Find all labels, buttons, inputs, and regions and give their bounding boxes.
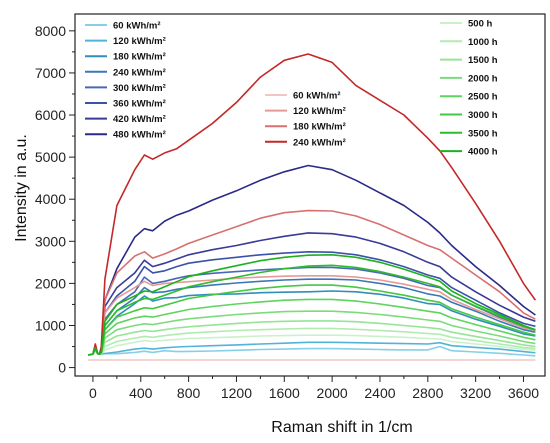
- legend-label: 240 kWh/m²: [293, 137, 346, 148]
- y-tick-label: 7000: [35, 65, 66, 81]
- legend-label: 4000 h: [468, 147, 498, 158]
- x-tick-label: 2400: [364, 385, 395, 401]
- x-tick-label: 2000: [317, 385, 348, 401]
- legend-label: 120 kWh/m²: [113, 36, 166, 47]
- legend-label: 60 kWh/m²: [293, 91, 341, 102]
- legend-label: 500 h: [468, 19, 492, 30]
- legend-label: 300 kWh/m²: [113, 83, 166, 94]
- x-axis-title: Raman shift in 1/cm: [271, 419, 412, 436]
- y-tick-label: 0: [58, 360, 66, 376]
- legend-layer: 60 kWh/m² 120 kWh/m² 180 kWh/m² 240 kWh/m² 3…: [85, 19, 498, 158]
- series-line-g2-2: [88, 320, 536, 356]
- legend-label: 1500 h: [468, 55, 498, 66]
- legend-label: 1000 h: [468, 37, 498, 48]
- y-tick-label: 3000: [35, 233, 66, 249]
- legend-label: 2000 h: [468, 73, 498, 84]
- series-line-g2-7: [88, 254, 536, 356]
- legend-label: 2500 h: [468, 92, 498, 103]
- x-tick-label: 1600: [269, 385, 300, 401]
- x-tick-label: 1200: [221, 385, 252, 401]
- x-tick-label: 0: [89, 385, 97, 401]
- legend-label: 360 kWh/m²: [113, 99, 166, 110]
- legend-label: 480 kWh/m²: [113, 130, 166, 141]
- axes-layer: 0 400 800 1200 1600 2000 2400 2800 3200 3600 0 1000…: [35, 13, 546, 401]
- legend-label: 180 kWh/m²: [113, 52, 166, 63]
- y-tick-label: 4000: [35, 191, 66, 207]
- plot-frame: [74, 13, 546, 377]
- x-tick-label: 3200: [460, 385, 491, 401]
- x-tick-label: 800: [177, 385, 201, 401]
- legend-label: 3500 h: [468, 128, 498, 139]
- y-axis-title: Intensity in a.u.: [13, 134, 30, 242]
- x-tick-label: 400: [129, 385, 153, 401]
- y-tick-label: 1000: [35, 317, 66, 333]
- y-tick-label: 8000: [35, 23, 66, 39]
- legend-label: 420 kWh/m²: [113, 114, 166, 125]
- series-line-g0-0: [88, 345, 536, 357]
- legend-label: 240 kWh/m²: [113, 67, 166, 78]
- legend-label: 3000 h: [468, 110, 498, 121]
- legend-label: 120 kWh/m²: [293, 106, 346, 117]
- y-tick-label: 2000: [35, 275, 66, 291]
- y-tick-label: 6000: [35, 107, 66, 123]
- x-tick-label: 2800: [412, 385, 443, 401]
- y-tick-label: 5000: [35, 149, 66, 165]
- legend-label: 180 kWh/m²: [293, 122, 346, 133]
- x-tick-label: 3600: [508, 385, 539, 401]
- series-layer: [88, 53, 537, 361]
- legend-label: 60 kWh/m²: [113, 21, 161, 32]
